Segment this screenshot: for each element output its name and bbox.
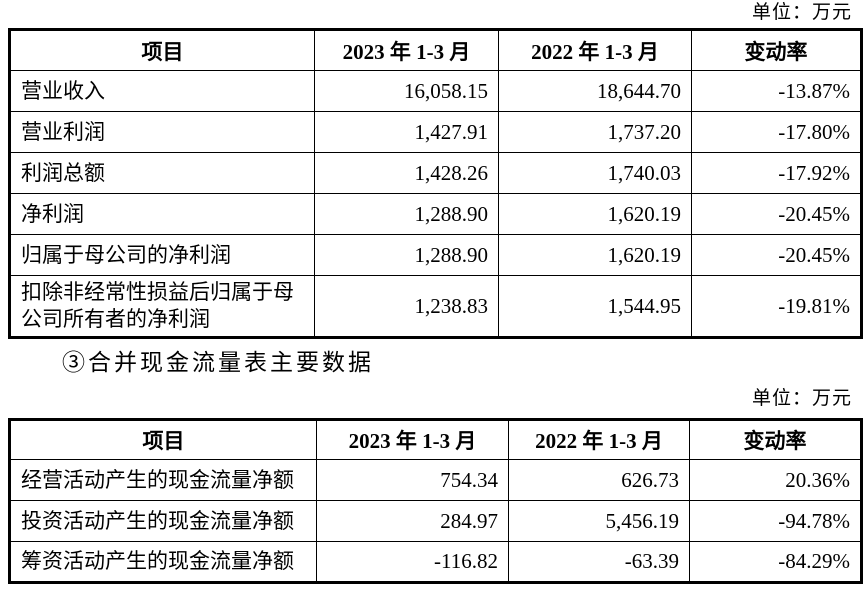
- table-row: 投资活动产生的现金流量净额 284.97 5,456.19 -94.78%: [9, 500, 862, 542]
- column-header-2023: 2023 年 1-3 月: [316, 419, 509, 460]
- value-cell: 1,288.90: [314, 193, 499, 235]
- table-row: 营业收入 16,058.15 18,644.70 -13.87%: [9, 70, 862, 112]
- value-cell: 754.34: [316, 459, 509, 501]
- item-cell: 营业收入: [9, 70, 315, 112]
- table-row: 营业利润 1,427.91 1,737.20 -17.80%: [9, 111, 862, 153]
- value-cell: 16,058.15: [314, 70, 499, 112]
- table-row: 净利润 1,288.90 1,620.19 -20.45%: [9, 193, 862, 235]
- value-cell: 1,428.26: [314, 152, 499, 194]
- income-summary-table: 项目 2023 年 1-3 月 2022 年 1-3 月 变动率 营业收入 16…: [8, 28, 863, 339]
- value-cell: 1,740.03: [498, 152, 692, 194]
- column-header-2022: 2022 年 1-3 月: [498, 29, 692, 71]
- change-cell: -13.87%: [691, 70, 862, 112]
- value-cell: 284.97: [316, 500, 509, 542]
- cashflow-summary-table: 项目 2023 年 1-3 月 2022 年 1-3 月 变动率 经营活动产生的…: [8, 418, 863, 584]
- value-cell: 1,620.19: [498, 193, 692, 235]
- change-cell: -20.45%: [691, 234, 862, 276]
- table-row: 筹资活动产生的现金流量净额 -116.82 -63.39 -84.29%: [9, 541, 862, 583]
- item-cell: 投资活动产生的现金流量净额: [9, 500, 317, 542]
- value-cell: 1,288.90: [314, 234, 499, 276]
- item-cell: 归属于母公司的净利润: [9, 234, 315, 276]
- change-cell: 20.36%: [689, 459, 862, 501]
- value-cell: 1,737.20: [498, 111, 692, 153]
- change-cell: -94.78%: [689, 500, 862, 542]
- column-header-2022: 2022 年 1-3 月: [508, 419, 690, 460]
- change-cell: -17.92%: [691, 152, 862, 194]
- column-header-change: 变动率: [691, 29, 862, 71]
- table-row: 利润总额 1,428.26 1,740.03 -17.92%: [9, 152, 862, 194]
- cashflow-table-header-row: 项目 2023 年 1-3 月 2022 年 1-3 月 变动率: [9, 419, 862, 460]
- item-cell: 扣除非经常性损益后归属于母公司所有者的净利润: [9, 275, 315, 338]
- column-header-item: 项目: [9, 419, 317, 460]
- table-row: 扣除非经常性损益后归属于母公司所有者的净利润 1,238.83 1,544.95…: [9, 275, 862, 338]
- item-cell: 利润总额: [9, 152, 315, 194]
- change-cell: -84.29%: [689, 541, 862, 583]
- change-cell: -19.81%: [691, 275, 862, 338]
- unit-label-income: 单位：万元: [751, 2, 852, 23]
- section-heading-cashflow: ③合并现金流量表主要数据: [62, 350, 374, 375]
- item-cell: 筹资活动产生的现金流量净额: [9, 541, 317, 583]
- column-header-change: 变动率: [689, 419, 862, 460]
- table-row: 经营活动产生的现金流量净额 754.34 626.73 20.36%: [9, 459, 862, 501]
- value-cell: 1,544.95: [498, 275, 692, 338]
- change-cell: -20.45%: [691, 193, 862, 235]
- change-cell: -17.80%: [691, 111, 862, 153]
- value-cell: 1,620.19: [498, 234, 692, 276]
- income-table-header-row: 项目 2023 年 1-3 月 2022 年 1-3 月 变动率: [9, 29, 862, 71]
- item-cell: 经营活动产生的现金流量净额: [9, 459, 317, 501]
- unit-label-cashflow: 单位：万元: [751, 388, 852, 409]
- value-cell: 1,238.83: [314, 275, 499, 338]
- value-cell: -116.82: [316, 541, 509, 583]
- column-header-2023: 2023 年 1-3 月: [314, 29, 499, 71]
- value-cell: 1,427.91: [314, 111, 499, 153]
- value-cell: 18,644.70: [498, 70, 692, 112]
- column-header-item: 项目: [9, 29, 315, 71]
- value-cell: 626.73: [508, 459, 690, 501]
- value-cell: 5,456.19: [508, 500, 690, 542]
- value-cell: -63.39: [508, 541, 690, 583]
- item-cell: 营业利润: [9, 111, 315, 153]
- table-row: 归属于母公司的净利润 1,288.90 1,620.19 -20.45%: [9, 234, 862, 276]
- item-cell: 净利润: [9, 193, 315, 235]
